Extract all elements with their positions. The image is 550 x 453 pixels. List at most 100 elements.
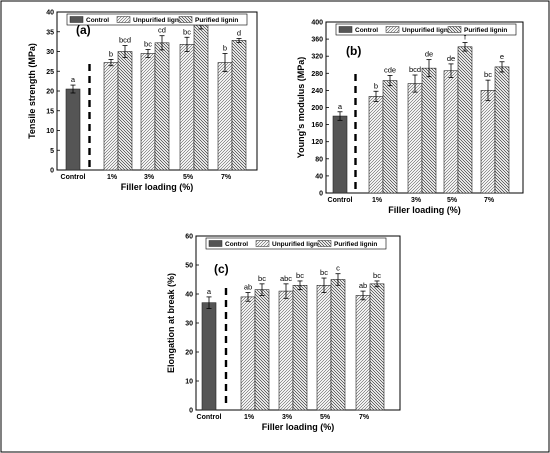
legend-label: Purified lignin — [195, 17, 238, 24]
y-tick-label: 20 — [185, 350, 193, 357]
bar-purified — [292, 284, 308, 411]
legend-swatch — [116, 16, 131, 23]
significance-label: bc — [373, 271, 381, 280]
bar-purified — [494, 66, 510, 194]
panel-label: (c) — [214, 262, 229, 276]
significance-label: b — [374, 81, 378, 90]
bar-unpurified — [103, 62, 119, 171]
legend-swatch — [317, 240, 332, 247]
significance-label: bcd — [119, 36, 131, 45]
legend-label: Control — [225, 241, 248, 248]
legend-label: Purified lignin — [334, 241, 377, 248]
significance-label: b — [109, 49, 113, 58]
significance-label: bc — [183, 27, 191, 36]
y-axis-title: Tensile strength (MPa) — [27, 43, 37, 139]
y-tick-label: 280 — [311, 71, 323, 78]
bar-unpurified — [240, 296, 256, 411]
significance-label: ab — [359, 281, 367, 290]
x-axis-title: Filler loading (%) — [262, 422, 335, 432]
legend-label: Unpurified lignin — [272, 241, 324, 248]
significance-label: de — [447, 54, 455, 63]
significance-label: e — [500, 52, 504, 61]
bar-purified — [457, 46, 473, 194]
y-tick-label: 35 — [46, 29, 54, 36]
legend-swatch — [178, 16, 193, 23]
y-tick-label: 50 — [185, 263, 193, 270]
y-tick-label: 320 — [311, 54, 323, 61]
significance-label: de — [425, 50, 433, 59]
bar-unpurified — [355, 295, 371, 411]
y-tick-label: 10 — [185, 379, 193, 386]
legend-label: Control — [86, 17, 109, 24]
y-tick-label: 120 — [311, 139, 323, 146]
legend-swatch — [208, 240, 223, 247]
significance-label: bcd — [409, 65, 421, 74]
y-tick-label: 160 — [311, 122, 323, 129]
bar-unpurified — [217, 62, 233, 171]
y-tick-label: 10 — [46, 128, 54, 135]
y-tick-label: 40 — [315, 173, 323, 180]
significance-label: f — [464, 33, 467, 42]
y-tick-label: 15 — [46, 108, 54, 115]
y-tick-label: 0 — [189, 408, 193, 415]
x-category-label: 3% — [144, 174, 155, 181]
x-category-label: Control — [61, 174, 86, 181]
bar-control — [65, 88, 81, 171]
x-category-label: 5% — [447, 197, 458, 204]
bar-purified — [117, 51, 133, 171]
bar-purified — [154, 42, 170, 171]
x-category-label: 3% — [411, 197, 422, 204]
bar-unpurified — [278, 290, 294, 411]
significance-label: abc — [280, 274, 292, 283]
legend-swatch — [447, 26, 462, 33]
y-tick-label: 240 — [311, 88, 323, 95]
panel-label: (b) — [346, 44, 361, 58]
bar-purified — [330, 279, 346, 411]
y-axis-title: Young's modulus (MPa) — [296, 57, 306, 158]
panel-label: (a) — [76, 23, 91, 37]
x-category-label: 1% — [244, 414, 255, 421]
y-axis-title: Elongation at break (%) — [166, 273, 176, 373]
bar-unpurified — [407, 83, 423, 194]
significance-label: cd — [158, 26, 166, 35]
y-tick-label: 40 — [46, 10, 54, 17]
legend-box — [205, 237, 387, 250]
significance-label: bc — [144, 40, 152, 49]
significance-label: a — [71, 75, 76, 84]
y-tick-label: 25 — [46, 69, 54, 76]
legend-swatch — [255, 240, 270, 247]
legend-swatch — [338, 26, 353, 33]
significance-label: d — [237, 28, 241, 37]
x-axis-title: Filler loading (%) — [388, 205, 461, 215]
y-tick-label: 60 — [185, 234, 193, 241]
y-tick-label: 360 — [311, 37, 323, 44]
y-tick-label: 200 — [311, 105, 323, 112]
bar-unpurified — [368, 96, 384, 194]
bar-purified — [254, 289, 270, 411]
significance-label: cde — [384, 65, 396, 74]
x-axis-title: Filler loading (%) — [121, 182, 194, 192]
legend-swatch — [69, 16, 84, 23]
x-category-label: 1% — [372, 197, 383, 204]
significance-label: c — [336, 264, 340, 273]
bar-unpurified — [480, 90, 496, 194]
x-category-label: 7% — [359, 414, 370, 421]
bar-purified — [421, 67, 437, 194]
y-tick-label: 40 — [185, 292, 193, 299]
legend-box — [66, 13, 248, 26]
y-tick-label: 5 — [50, 148, 54, 155]
bar-purified — [193, 24, 209, 171]
significance-label: bc — [320, 268, 328, 277]
y-tick-label: 0 — [50, 168, 54, 175]
significance-label: bc — [484, 70, 492, 79]
x-category-label: 7% — [221, 174, 232, 181]
bar-purified — [369, 283, 385, 411]
y-tick-label: 80 — [315, 156, 323, 163]
bar-purified — [231, 40, 247, 171]
x-category-label: Control — [197, 414, 222, 421]
significance-label: a — [338, 102, 343, 111]
y-tick-label: 0 — [319, 191, 323, 198]
y-tick-label: 30 — [185, 321, 193, 328]
bar-unpurified — [316, 284, 332, 411]
